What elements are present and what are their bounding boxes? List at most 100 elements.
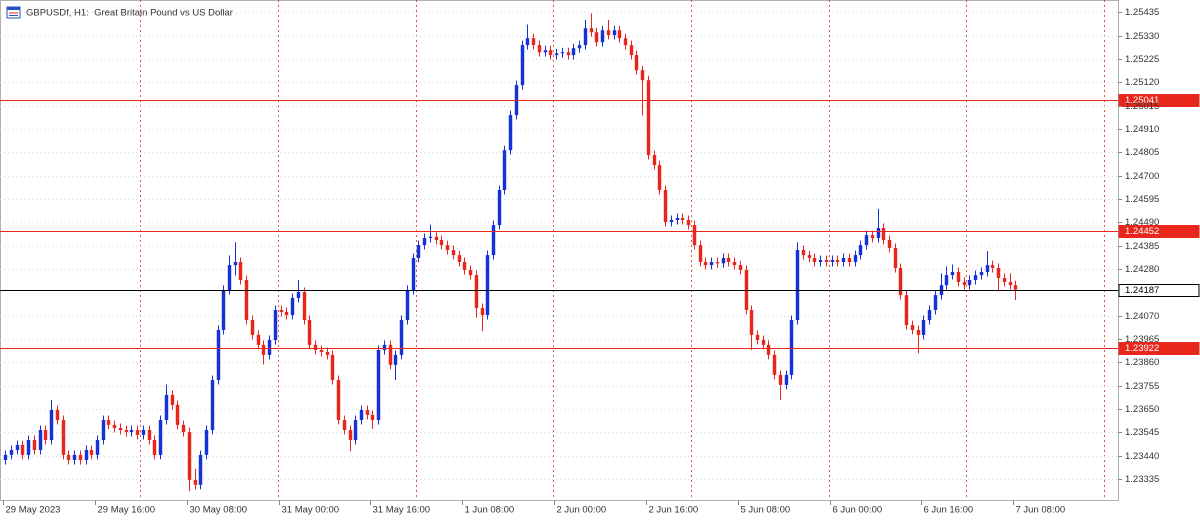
- candle-body: [216, 330, 221, 380]
- candle-body: [399, 320, 404, 355]
- candle-body: [634, 55, 639, 71]
- chart-title: GBPUSDf, H1: Great Britain Pound vs US D…: [26, 8, 233, 19]
- candle-body: [807, 255, 812, 258]
- candle-body: [135, 430, 140, 435]
- candle-body: [560, 52, 565, 54]
- y-tick-label: 1.24910: [1125, 124, 1159, 135]
- candle-body: [617, 30, 622, 39]
- candle-body: [336, 380, 341, 420]
- candle-body: [233, 262, 238, 266]
- candle-body: [600, 30, 605, 43]
- candle-body: [801, 250, 806, 256]
- candle-body: [325, 352, 330, 355]
- candle-body: [738, 265, 743, 270]
- y-tick-label: 1.25435: [1125, 7, 1159, 18]
- candle-body: [221, 290, 226, 330]
- candle-body: [3, 454, 8, 460]
- candle-body: [933, 295, 938, 310]
- candle-body: [686, 220, 691, 226]
- candle-body: [273, 310, 278, 340]
- price-level-label: 1.24187: [1125, 285, 1159, 296]
- candle-body: [1002, 278, 1007, 282]
- candle-body: [996, 268, 1001, 278]
- candle-body: [853, 255, 858, 262]
- candle-body: [468, 270, 473, 276]
- candle-body: [204, 430, 209, 455]
- candle-body: [55, 410, 60, 420]
- candle-body: [916, 330, 921, 335]
- candle-body: [66, 454, 71, 460]
- candle-body: [818, 260, 823, 262]
- y-tick-label: 1.23440: [1125, 451, 1159, 462]
- candle-body: [78, 454, 83, 460]
- x-tick-label: 31 May 00:00: [282, 505, 340, 516]
- candle-body: [497, 190, 502, 226]
- candle-body: [462, 262, 467, 270]
- candle-body: [141, 430, 146, 435]
- candle-body: [841, 258, 846, 262]
- candle-body: [967, 280, 972, 286]
- candle-body: [623, 38, 628, 46]
- candle-body: [927, 310, 932, 320]
- candle-body: [893, 248, 898, 268]
- candle-body: [703, 262, 708, 266]
- x-tick-label: 31 May 16:00: [373, 505, 431, 516]
- candle-body: [904, 295, 909, 326]
- candle-body: [950, 272, 955, 276]
- price-level-label-box: [1118, 284, 1200, 297]
- candle-body: [640, 70, 645, 81]
- price-level-label: 1.25041: [1125, 95, 1159, 106]
- candle-body: [990, 265, 995, 268]
- candle-body: [847, 258, 852, 262]
- candle-body: [376, 350, 381, 420]
- candle-body: [284, 312, 289, 316]
- candle-body: [1013, 285, 1018, 290]
- y-tick-label: 1.25015: [1125, 101, 1159, 112]
- candle-body: [296, 292, 301, 298]
- candle-body: [669, 220, 674, 222]
- candle-body: [238, 262, 243, 280]
- x-tick-label: 29 May 16:00: [98, 505, 156, 516]
- candle-body: [307, 320, 312, 345]
- candle-body: [434, 236, 439, 240]
- price-level-label-box: [1118, 225, 1200, 238]
- candle-body: [422, 238, 427, 246]
- candle-body: [652, 155, 657, 166]
- candle-body: [680, 218, 685, 220]
- candle-body: [657, 165, 662, 190]
- candle-body: [474, 275, 479, 308]
- x-tick-label: 6 Jun 00:00: [833, 505, 883, 516]
- x-tick-label: 5 Jun 08:00: [741, 505, 791, 516]
- candle-body: [732, 262, 737, 266]
- candle-body: [761, 340, 766, 345]
- candle-body: [548, 50, 553, 56]
- price-level-label-box: [1118, 342, 1200, 355]
- candle-body: [508, 115, 513, 151]
- candle-body: [181, 424, 186, 432]
- candle-body: [164, 394, 169, 420]
- candle-body: [698, 245, 703, 262]
- candle-body: [451, 250, 456, 256]
- candle-body: [313, 344, 318, 350]
- candle-body: [520, 45, 525, 86]
- candle-body: [20, 444, 25, 455]
- candle-body: [583, 28, 588, 46]
- y-tick-label: 1.24700: [1125, 171, 1159, 182]
- candle-body: [675, 218, 680, 220]
- candle-body: [416, 245, 421, 258]
- x-tick-label: 2 Jun 16:00: [649, 505, 699, 516]
- candle-body: [629, 45, 634, 56]
- y-tick-label: 1.23755: [1125, 381, 1159, 392]
- candle-body: [709, 262, 714, 266]
- candle-body: [755, 334, 760, 340]
- y-tick-label: 1.23860: [1125, 357, 1159, 368]
- y-tick-label: 1.23965: [1125, 334, 1159, 345]
- candle-body: [646, 80, 651, 156]
- layer: [3, 13, 1018, 492]
- candle-body: [348, 430, 353, 440]
- candle-body: [405, 290, 410, 320]
- candle-body: [577, 45, 582, 49]
- candle-body: [370, 414, 375, 420]
- candle-body: [979, 272, 984, 276]
